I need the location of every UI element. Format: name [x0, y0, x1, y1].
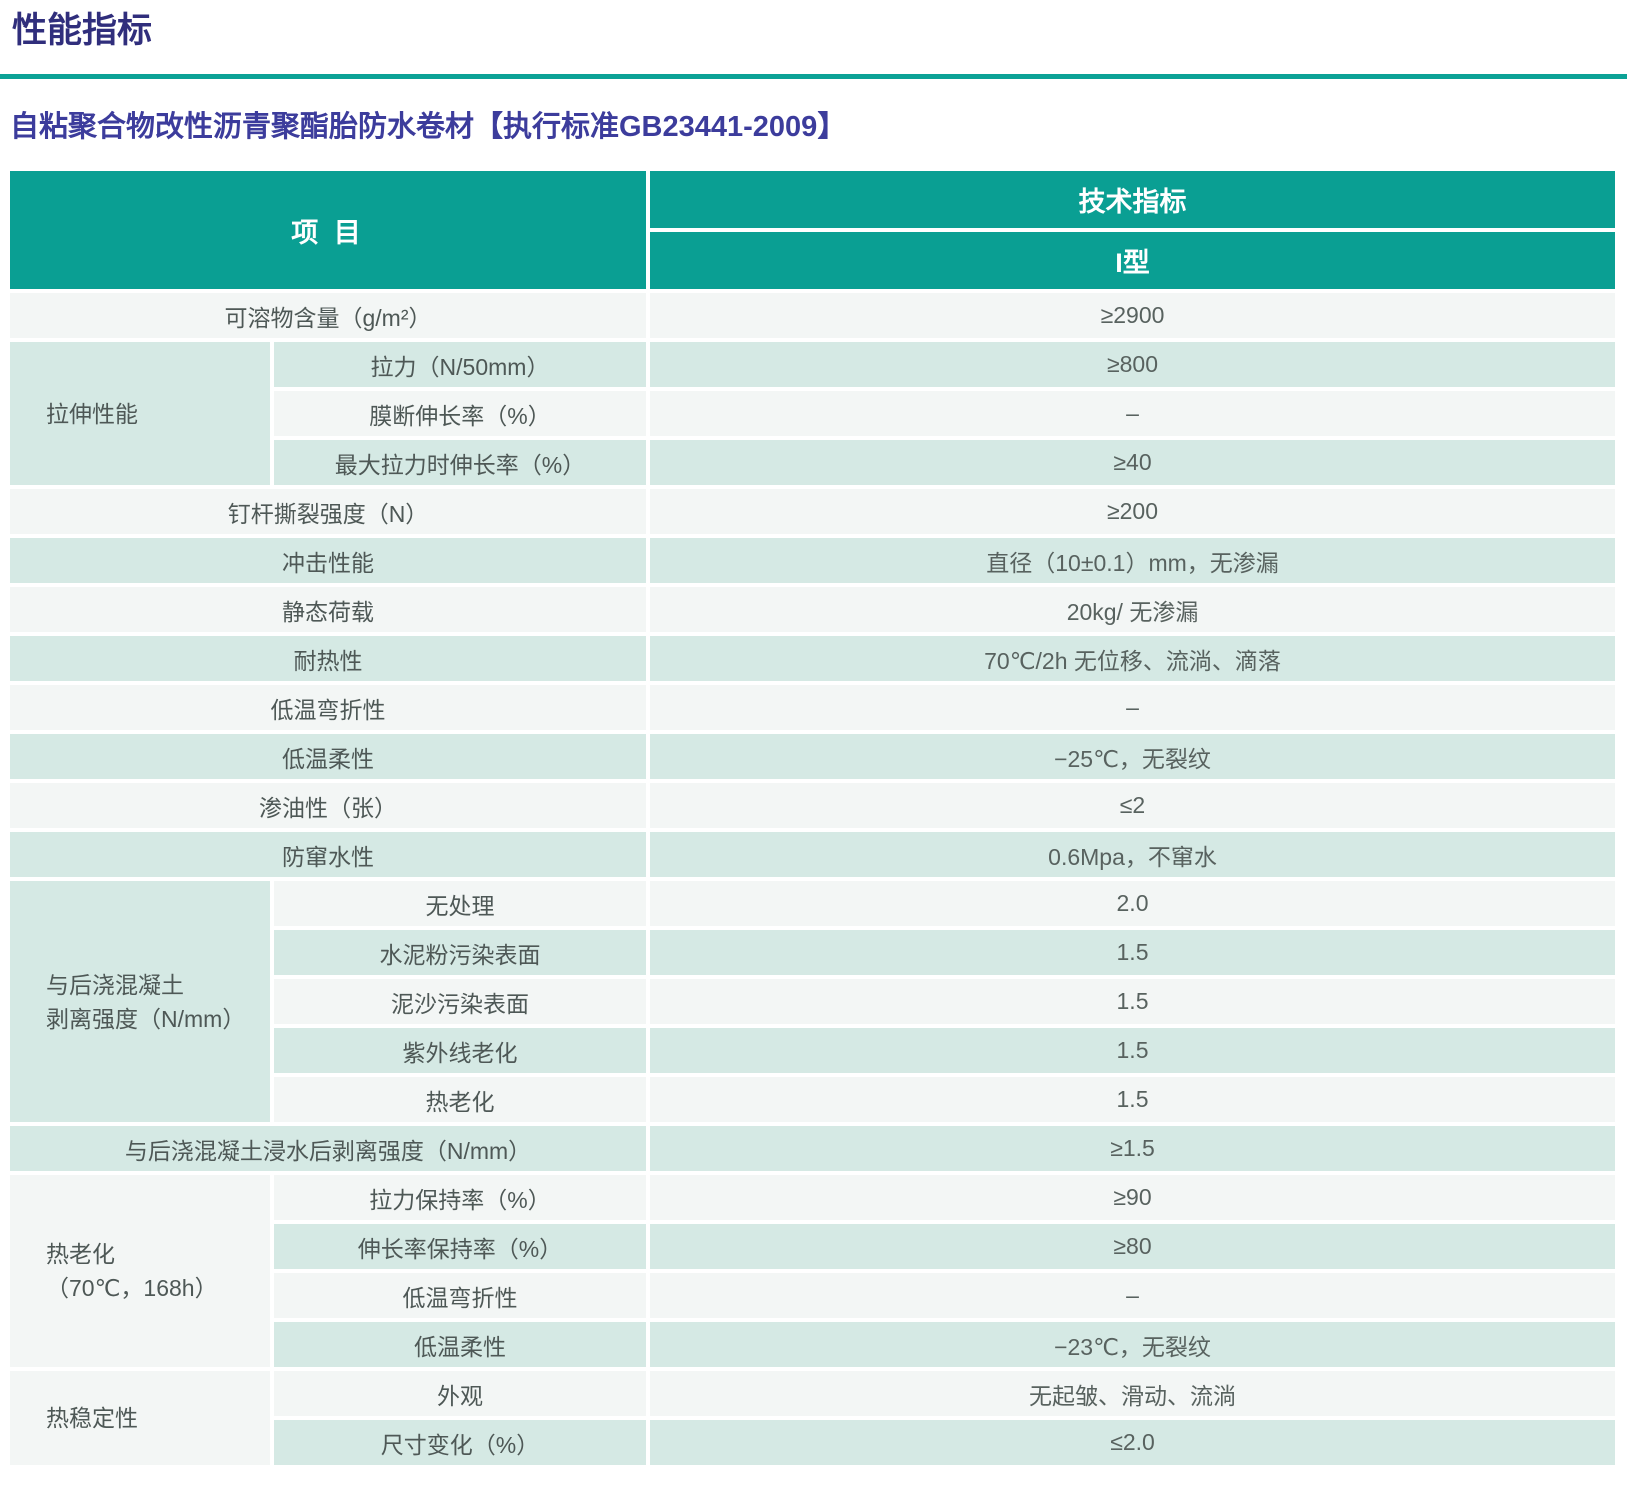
column-header-technical-indicators: 技术指标: [650, 171, 1616, 228]
indicator-value-cell: ≤2.0: [650, 1420, 1616, 1465]
indicator-value-cell: ≤2: [650, 783, 1616, 828]
indicator-value-cell: –: [650, 391, 1616, 436]
table-row: 最大拉力时伸长率（%） ≥40: [10, 440, 1616, 485]
item-label-cell: 热老化: [274, 1077, 647, 1122]
indicator-value-cell: ≥1.5: [650, 1126, 1616, 1171]
table-row: 可溶物含量（g/m²） ≥2900: [10, 293, 1616, 338]
indicator-value-cell: ≥800: [650, 342, 1616, 387]
item-label-cell: 钉杆撕裂强度（N）: [10, 489, 647, 534]
indicator-value-cell: 直径（10±0.1）mm，无渗漏: [650, 538, 1616, 583]
table-row: 热老化 （70℃，168h） 拉力保持率（%） ≥90: [10, 1175, 1616, 1367]
product-standard-subtitle: 自粘聚合物改性沥青聚酯胎防水卷材【执行标准GB23441-2009】: [10, 111, 847, 143]
item-label-cell: 低温弯折性: [274, 1273, 647, 1318]
table-row: 热老化 1.5: [10, 1077, 1616, 1122]
indicator-value-cell: –: [650, 1273, 1616, 1318]
column-header-type-1: I型: [650, 232, 1616, 289]
indicator-value-cell: 1.5: [650, 979, 1616, 1024]
table-row: 渗油性（张） ≤2: [10, 783, 1616, 828]
table-row: 与后浇混凝土浸水后剥离强度（N/mm） ≥1.5: [10, 1126, 1616, 1171]
group-cell: 与后浇混凝土 剥离强度（N/mm）: [10, 881, 270, 1122]
table-row: 与后浇混凝土 剥离强度（N/mm） 无处理 2.0: [10, 881, 1616, 1122]
item-label-cell: 泥沙污染表面: [274, 979, 647, 1024]
item-label-cell: 膜断伸长率（%）: [274, 391, 647, 436]
indicator-value-cell: 0.6Mpa，不窜水: [650, 832, 1616, 877]
table-row: 静态荷载 20kg/ 无渗漏: [10, 587, 1616, 632]
indicator-value-cell: ≥200: [650, 489, 1616, 534]
item-label-cell: 拉力保持率（%）: [274, 1175, 647, 1220]
item-label-cell: 静态荷载: [10, 587, 647, 632]
item-label-cell: 紫外线老化: [274, 1028, 647, 1073]
table-row: 防窜水性 0.6Mpa，不窜水: [10, 832, 1616, 877]
group-cell: 热老化 （70℃，168h）: [10, 1175, 270, 1367]
table-row: 泥沙污染表面 1.5: [10, 979, 1616, 1024]
table-row: 水泥粉污染表面 1.5: [10, 930, 1616, 975]
table-row: 低温柔性 −25℃，无裂纹: [10, 734, 1616, 779]
indicator-value-cell: −23℃，无裂纹: [650, 1322, 1616, 1367]
indicator-value-cell: −25℃，无裂纹: [650, 734, 1616, 779]
indicator-value-cell: 1.5: [650, 1077, 1616, 1122]
column-header-item: 项 目: [10, 171, 647, 289]
table-row: 冲击性能 直径（10±0.1）mm，无渗漏: [10, 538, 1616, 583]
table-row: 耐热性 70℃/2h 无位移、流淌、滴落: [10, 636, 1616, 681]
indicator-value-cell: ≥40: [650, 440, 1616, 485]
table-row: 低温柔性 −23℃，无裂纹: [10, 1322, 1616, 1367]
indicator-value-cell: ≥90: [650, 1175, 1616, 1220]
indicator-value-cell: ≥2900: [650, 293, 1616, 338]
indicator-value-cell: 1.5: [650, 1028, 1616, 1073]
indicator-value-cell: ≥80: [650, 1224, 1616, 1269]
item-label-cell: 外观: [274, 1371, 647, 1416]
table-row: 低温弯折性 –: [10, 1273, 1616, 1318]
item-label-cell: 拉力（N/50mm）: [274, 342, 647, 387]
item-label-cell: 低温弯折性: [10, 685, 647, 730]
group-cell: 热稳定性: [10, 1371, 270, 1465]
indicator-value-cell: 1.5: [650, 930, 1616, 975]
item-label-cell: 尺寸变化（%）: [274, 1420, 647, 1465]
item-label-cell: 与后浇混凝土浸水后剥离强度（N/mm）: [10, 1126, 647, 1171]
item-label-cell: 低温柔性: [10, 734, 647, 779]
item-label-cell: 可溶物含量（g/m²）: [10, 293, 647, 338]
indicator-value-cell: –: [650, 685, 1616, 730]
title-divider-rule: [0, 74, 1627, 79]
indicator-value-cell: 20kg/ 无渗漏: [650, 587, 1616, 632]
table-row: 钉杆撕裂强度（N） ≥200: [10, 489, 1616, 534]
spec-table: 项 目 技术指标 I型 可溶物含量（g/m²） ≥2900 拉伸性能 拉力（N/50m…: [6, 167, 1619, 1469]
indicator-value-cell: 无起皱、滑动、流淌: [650, 1371, 1616, 1416]
spec-table-header: 项 目 技术指标 I型: [10, 171, 1616, 289]
table-row: 热稳定性 外观 无起皱、滑动、流淌: [10, 1371, 1616, 1465]
item-label-cell: 防窜水性: [10, 832, 647, 877]
indicator-value-cell: 2.0: [650, 881, 1616, 926]
table-row: 伸长率保持率（%） ≥80: [10, 1224, 1616, 1269]
page-title: 性能指标: [12, 11, 153, 50]
item-label-cell: 最大拉力时伸长率（%）: [274, 440, 647, 485]
item-label-cell: 冲击性能: [10, 538, 647, 583]
item-label-cell: 水泥粉污染表面: [274, 930, 647, 975]
item-label-cell: 渗油性（张）: [10, 783, 647, 828]
table-row: 紫外线老化 1.5: [10, 1028, 1616, 1073]
table-row: 低温弯折性 –: [10, 685, 1616, 730]
group-cell: 拉伸性能: [10, 342, 270, 485]
spec-table-body: 可溶物含量（g/m²） ≥2900 拉伸性能 拉力（N/50mm） ≥800 膜断伸长率（…: [10, 293, 1616, 1465]
item-label-cell: 无处理: [274, 881, 647, 926]
table-row: 尺寸变化（%） ≤2.0: [10, 1420, 1616, 1465]
item-label-cell: 伸长率保持率（%）: [274, 1224, 647, 1269]
table-row: 拉伸性能 拉力（N/50mm） ≥800: [10, 342, 1616, 485]
table-row: 膜断伸长率（%） –: [10, 391, 1616, 436]
indicator-value-cell: 70℃/2h 无位移、流淌、滴落: [650, 636, 1616, 681]
item-label-cell: 低温柔性: [274, 1322, 647, 1367]
item-label-cell: 耐热性: [10, 636, 647, 681]
